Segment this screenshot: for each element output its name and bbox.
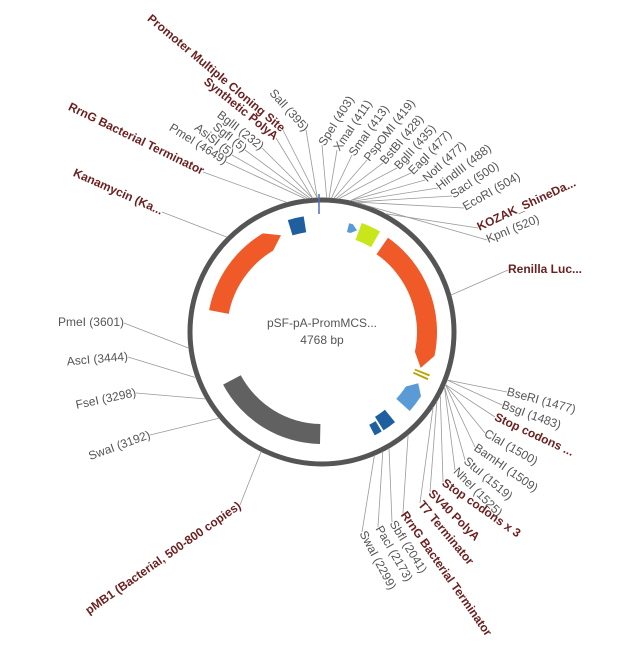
leader-line: [356, 202, 488, 241]
feature-shape: [375, 409, 395, 431]
leader-line: [444, 386, 466, 461]
leader-line: [328, 149, 338, 199]
leader-line: [231, 154, 309, 200]
site-label: AscI (3444): [66, 349, 128, 368]
leader-line: [444, 384, 486, 434]
leader-line: [450, 269, 509, 296]
leader-line: [352, 187, 439, 202]
feature-label: Renilla Luc...: [508, 262, 582, 276]
leader-line: [127, 356, 197, 379]
feature-shape: [346, 223, 357, 233]
leader-line: [282, 129, 318, 199]
site-label: SwaI (3192): [87, 428, 153, 463]
leader-line: [447, 379, 508, 393]
feature-shape: [413, 371, 429, 381]
leader-line: [335, 162, 384, 200]
leader-line: [354, 201, 465, 209]
leader-line: [446, 379, 503, 406]
leader-line: [402, 434, 409, 514]
feature-shape: [414, 368, 430, 377]
leader-line: [244, 149, 311, 199]
leader-line: [338, 167, 398, 200]
feature-label: pMB1 (Bacterial, 500-800 copies): [83, 499, 244, 618]
leader-line: [439, 394, 444, 483]
leader-line: [445, 384, 496, 418]
feature-shape: [396, 383, 421, 411]
map-size: 4768 bp: [300, 333, 344, 347]
site-label: FseI (3298): [74, 385, 137, 411]
leader-line: [161, 211, 228, 238]
leader-line: [135, 392, 207, 400]
leader-line: [384, 213, 479, 229]
feature-shape: [287, 216, 307, 236]
feature-shape: [209, 233, 281, 314]
leader-line: [225, 161, 306, 200]
feature-shape: [376, 237, 438, 368]
leader-line: [149, 417, 220, 436]
leader-line: [429, 400, 438, 493]
leader-line: [275, 137, 314, 199]
leader-line: [333, 159, 368, 199]
leader-line: [123, 322, 190, 349]
leader-line: [261, 147, 313, 199]
leader-line: [349, 179, 426, 202]
leader-line: [321, 144, 328, 199]
leader-line: [444, 386, 456, 471]
map-name: pSF-pA-PromMCS...: [267, 316, 377, 330]
leader-line: [330, 154, 353, 199]
feature-label: Kanamycin (Ka...: [71, 166, 165, 218]
leader-line: [349, 172, 412, 202]
feature-shape: [355, 223, 380, 248]
leader-line: [354, 195, 453, 203]
leader-line: [239, 451, 262, 506]
feature-shape: [369, 421, 382, 436]
leader-line: [361, 455, 375, 533]
site-label: PmeI (3601): [58, 315, 124, 329]
feature-shape: [223, 375, 321, 444]
leader-line: [202, 171, 288, 203]
backbone-ring: [187, 197, 457, 467]
leader-line: [419, 406, 434, 504]
leader-line: [377, 451, 384, 528]
leader-line: [305, 129, 318, 199]
leader-line: [444, 384, 476, 448]
leader-line: [388, 447, 393, 523]
